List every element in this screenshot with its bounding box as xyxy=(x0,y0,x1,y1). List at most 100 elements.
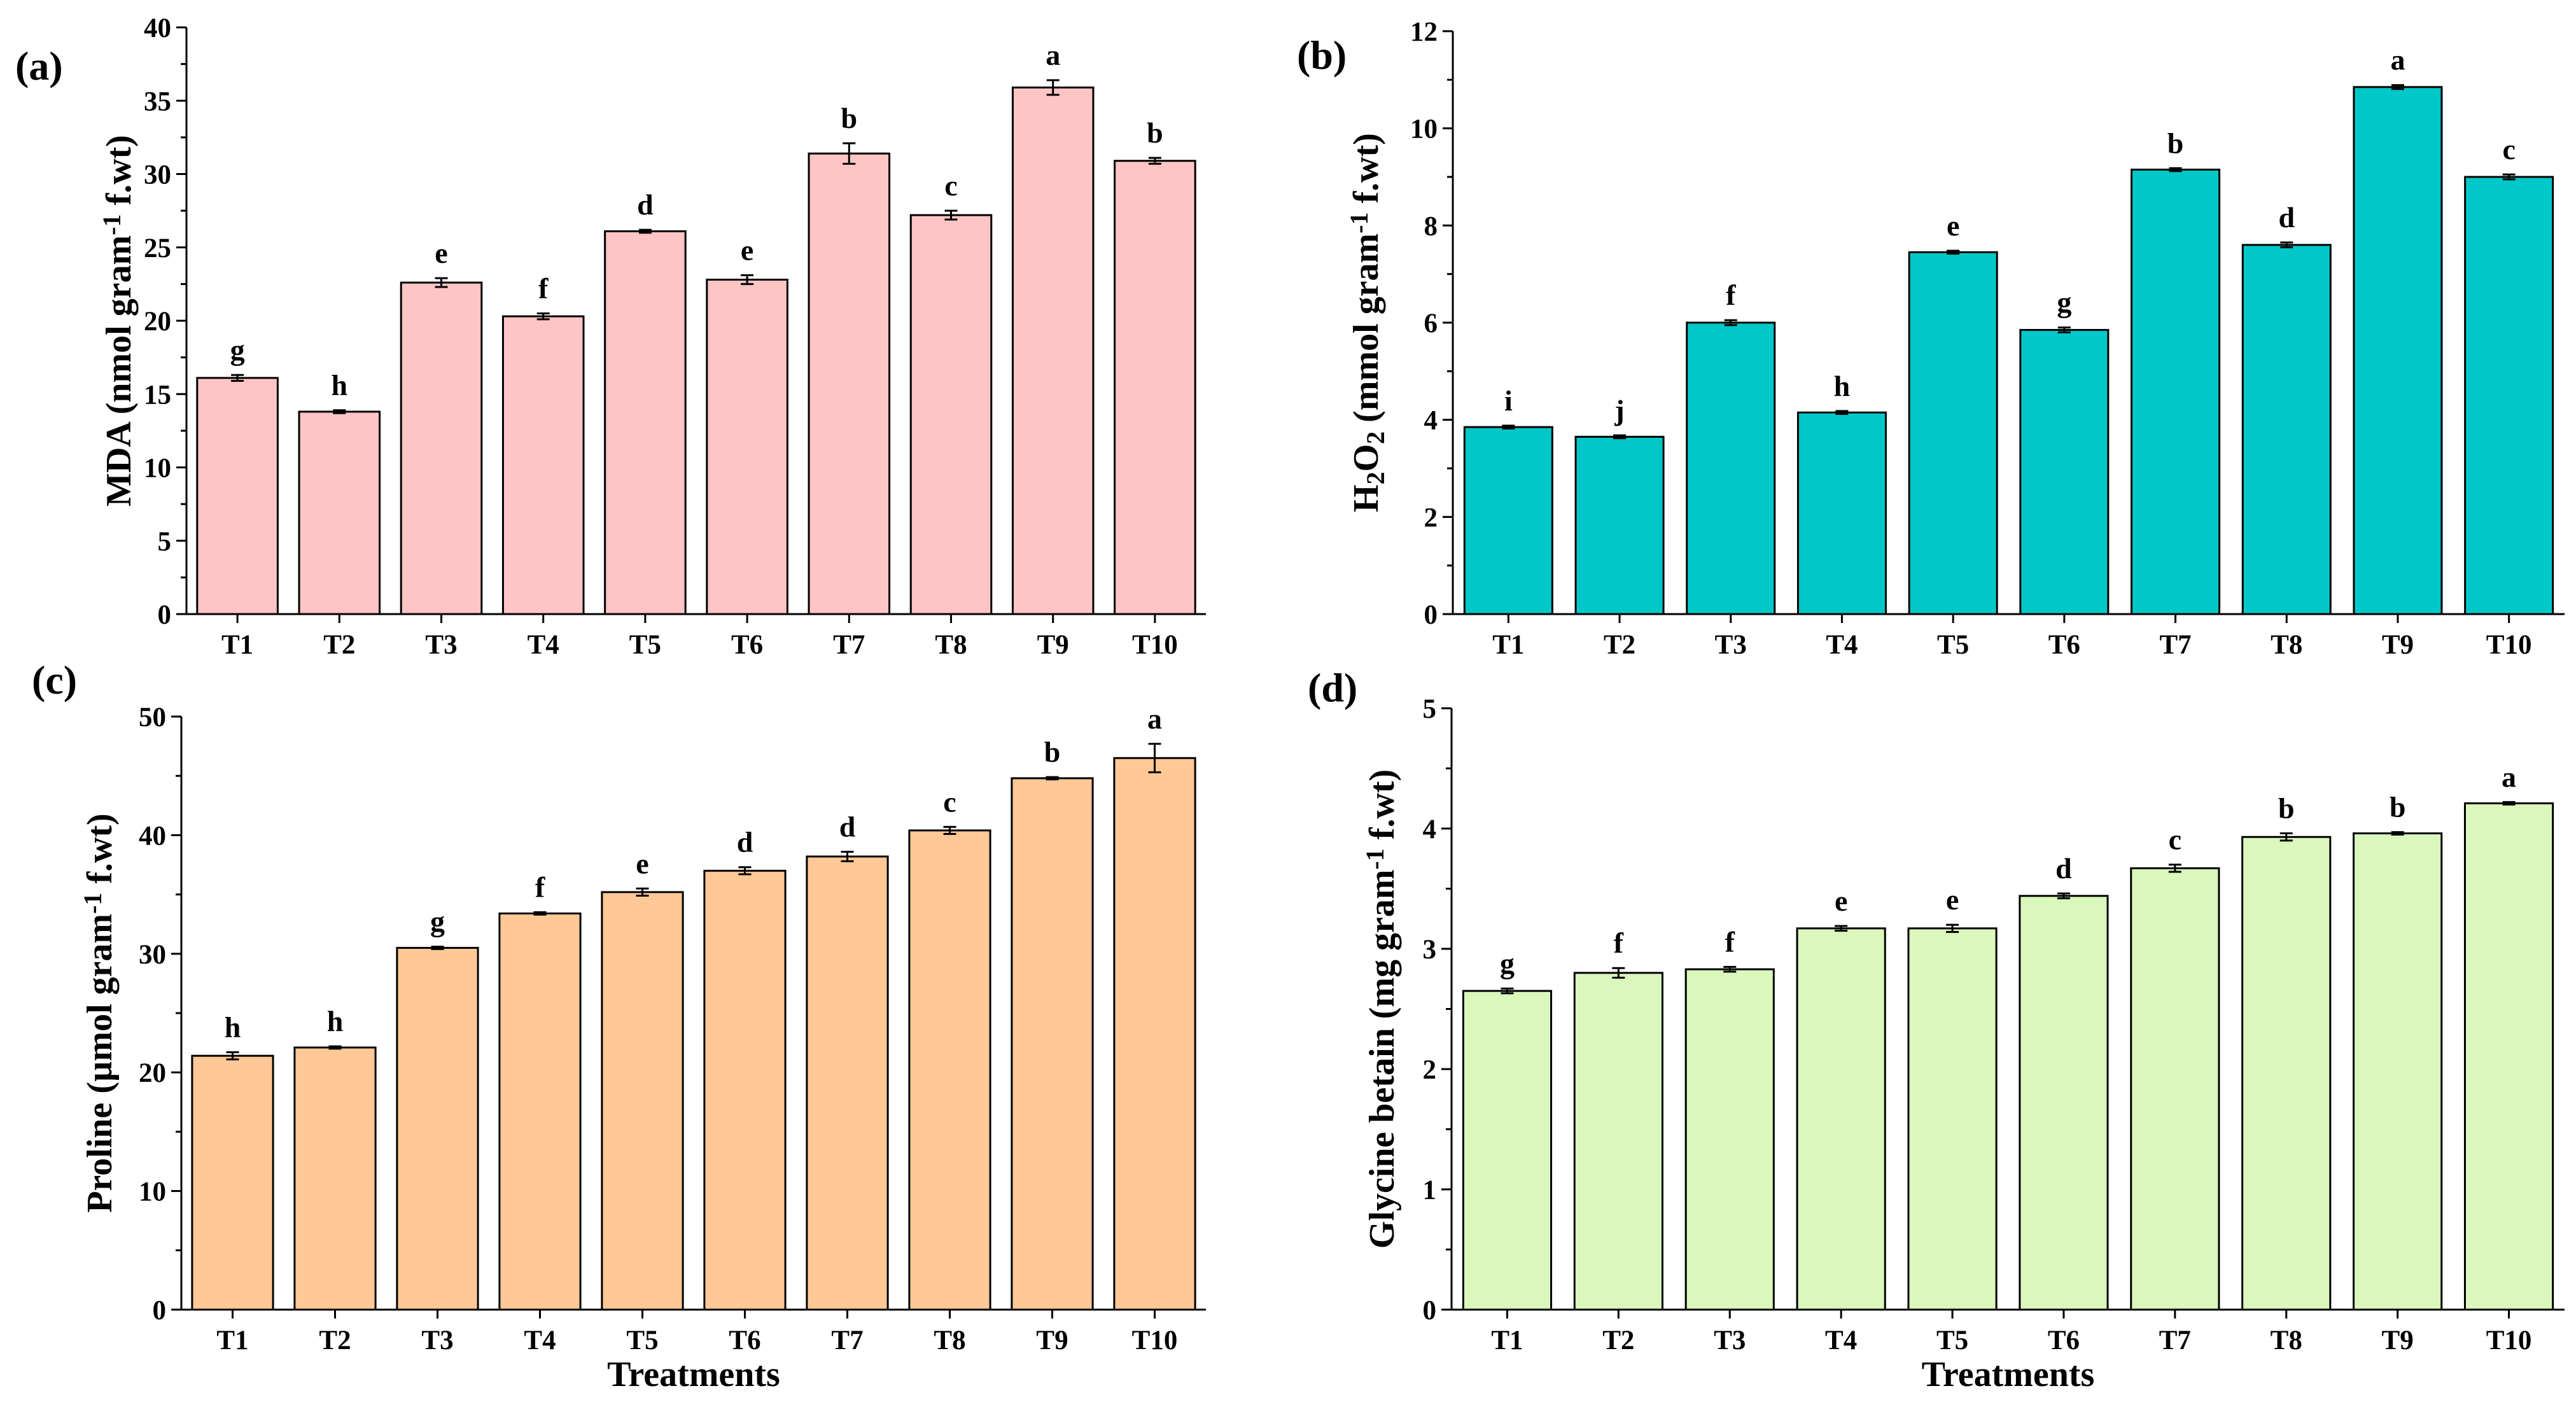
bar-T8 xyxy=(2241,836,2332,1311)
y-tick-label: 0 xyxy=(1424,600,1438,630)
bar-T4 xyxy=(1796,927,1886,1311)
panel-a: 0 5 10 15 20 25 30 35 40 g T1 h T2 e T3 f T4 d T5 e T6 b T7 c T8… xyxy=(15,13,1206,660)
panel-c: 0 10 20 30 40 50 h T1 h T2 g T3 f T4 e T5 d T6 d T7 c T8 b T9 a T… xyxy=(32,657,1206,1394)
y-axis-title: Glycine betain (mg gram-1 f.wt) xyxy=(1361,769,1402,1249)
significance-label: a xyxy=(1046,39,1060,71)
x-tick-label: T10 xyxy=(2486,630,2532,660)
significance-label: c xyxy=(2502,133,2515,165)
y-tick-label: 40 xyxy=(144,13,171,43)
x-tick-label: T6 xyxy=(729,1326,760,1355)
x-tick-label: T1 xyxy=(1492,630,1524,660)
panel-b: 0 2 4 6 8 10 12 i T1 j T2 f T3 h T4 e T5 g T6 b T7 d T8 a T9 c T10… xyxy=(1297,17,2565,660)
x-tick-label: T3 xyxy=(1715,630,1747,660)
bar-T7 xyxy=(808,152,891,615)
significance-label: d xyxy=(839,810,856,843)
x-tick-label: T10 xyxy=(2486,1326,2532,1355)
significance-label: a xyxy=(2390,44,2405,76)
bar-T7 xyxy=(2131,169,2221,615)
panel-label: (d) xyxy=(1308,665,1357,710)
x-tick-label: T9 xyxy=(2382,630,2414,660)
bar-T7 xyxy=(806,855,889,1311)
significance-label: c xyxy=(943,785,956,818)
bar-T3 xyxy=(1686,321,1776,615)
bar-T9 xyxy=(2353,86,2443,615)
y-tick-label: 5 xyxy=(1423,694,1437,724)
y-tick-label: 5 xyxy=(158,527,172,557)
bar-T9 xyxy=(2353,832,2443,1311)
bar-T2 xyxy=(1574,435,1665,615)
bar-T4 xyxy=(498,912,582,1311)
bar-T1 xyxy=(196,377,279,615)
bar-T2 xyxy=(1573,972,1663,1311)
y-tick-label: 0 xyxy=(158,600,172,630)
x-tick-label: T7 xyxy=(2159,1326,2191,1355)
x-tick-label: T8 xyxy=(2271,630,2302,660)
bar-T2 xyxy=(293,1046,377,1311)
y-tick-label: 6 xyxy=(1424,309,1438,339)
bar-T6 xyxy=(706,278,788,615)
bar-T6 xyxy=(703,869,787,1311)
x-tick-label: T4 xyxy=(1826,630,1858,660)
significance-label: h xyxy=(225,1011,241,1044)
bar-T2 xyxy=(298,410,381,615)
bar-T4 xyxy=(501,315,585,615)
x-tick-label: T4 xyxy=(528,630,559,660)
x-tick-label: T3 xyxy=(421,1326,453,1355)
x-tick-label: T2 xyxy=(1602,1326,1634,1355)
y-tick-label: 35 xyxy=(144,87,171,116)
bar-T5 xyxy=(604,230,687,615)
bar-T8 xyxy=(908,829,991,1311)
y-tick-label: 2 xyxy=(1423,1055,1437,1085)
significance-label: e xyxy=(1835,885,1847,917)
x-tick-label: T7 xyxy=(831,1326,863,1355)
y-tick-label: 10 xyxy=(1410,115,1438,144)
x-tick-label: T3 xyxy=(425,630,457,660)
significance-label: j xyxy=(1614,394,1624,426)
bar-T4 xyxy=(1796,411,1887,615)
significance-label: e xyxy=(636,847,648,879)
y-axis-title: H2O2 (mmol gram-1 f.wt) xyxy=(1345,133,1390,512)
x-tick-label: T6 xyxy=(731,630,763,660)
x-tick-label: T1 xyxy=(221,630,253,660)
significance-label: b xyxy=(841,102,858,134)
x-tick-label: T6 xyxy=(2048,1326,2080,1355)
x-tick-label: T3 xyxy=(1714,1326,1746,1355)
panel-label: (b) xyxy=(1297,32,1347,78)
x-tick-label: T9 xyxy=(1037,630,1069,660)
y-tick-label: 40 xyxy=(139,821,166,851)
bar-T10 xyxy=(2463,802,2554,1311)
panel-label: (c) xyxy=(32,657,77,703)
x-tick-label: T4 xyxy=(1825,1326,1857,1355)
significance-label: b xyxy=(2278,792,2295,825)
bar-T10 xyxy=(1114,160,1196,615)
y-tick-label: 20 xyxy=(144,307,171,337)
y-tick-label: 0 xyxy=(153,1296,167,1326)
y-tick-label: 30 xyxy=(144,160,171,190)
significance-label: f xyxy=(535,871,545,904)
bar-T10 xyxy=(2464,176,2554,615)
x-tick-label: T10 xyxy=(1132,1326,1178,1355)
bar-T8 xyxy=(2241,244,2332,615)
bar-T1 xyxy=(1462,990,1553,1311)
panel-d: 0 1 2 3 4 5 g T1 f T2 f T3 e T4 e T5 d T6 c T7 b T8 b T9 a T10 (d)… xyxy=(1308,665,2565,1394)
significance-label: c xyxy=(2169,823,2181,856)
x-axis-title: Treatments xyxy=(607,1355,780,1394)
significance-label: a xyxy=(1147,703,1162,735)
significance-label: b xyxy=(1147,116,1163,149)
x-tick-label: T7 xyxy=(833,630,865,660)
y-tick-label: 15 xyxy=(144,380,171,410)
x-tick-label: T2 xyxy=(323,630,355,660)
significance-label: i xyxy=(1504,384,1513,417)
bar-T6 xyxy=(2019,895,2109,1311)
y-tick-label: 8 xyxy=(1424,211,1438,241)
y-tick-label: 20 xyxy=(139,1058,166,1088)
bar-T3 xyxy=(400,281,483,615)
significance-label: g xyxy=(1500,947,1515,979)
significance-label: c xyxy=(944,169,957,202)
y-axis-title: Proline (µmol gram-1 f.wt) xyxy=(78,813,120,1213)
y-tick-label: 1 xyxy=(1423,1175,1437,1205)
significance-label: g xyxy=(2057,286,2071,319)
significance-label: h xyxy=(327,1005,344,1037)
y-tick-label: 2 xyxy=(1424,503,1438,533)
